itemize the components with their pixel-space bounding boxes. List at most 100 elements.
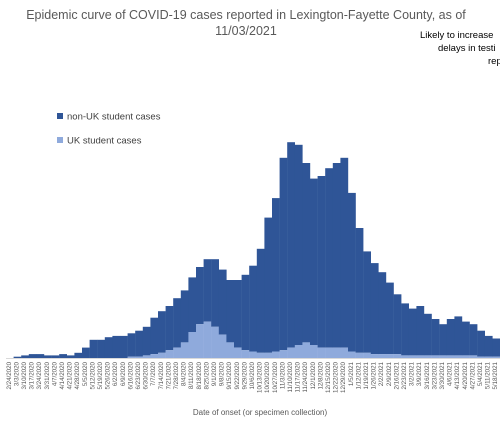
- bar-uk: [446, 355, 455, 358]
- bar-non-uk: [492, 338, 500, 357]
- x-tick-label: 3/30/2021: [439, 361, 446, 389]
- bar-uk: [332, 347, 341, 358]
- bar-uk: [431, 355, 440, 358]
- bar-uk: [439, 355, 447, 358]
- bar-uk: [378, 354, 387, 358]
- x-tick-label: 7/28/2020: [173, 361, 180, 389]
- x-tick-label: 12/29/2020: [340, 361, 347, 393]
- bar-non-uk: [287, 142, 295, 348]
- x-tick-label: 9/1/2020: [211, 361, 218, 386]
- x-tick-label: 12/15/2020: [325, 361, 332, 393]
- x-tick-label: 3/16/2021: [424, 361, 431, 389]
- legend-label-non-uk: non-UK student cases: [67, 112, 161, 123]
- bar-non-uk: [127, 333, 136, 357]
- x-tick-label: 2/24/2020: [6, 361, 13, 389]
- chart-title: Epidemic curve of COVID-19 cases reporte…: [26, 8, 466, 38]
- bar-non-uk: [104, 337, 113, 358]
- x-tick-label: 6/23/2020: [135, 361, 142, 389]
- bar-uk: [287, 347, 295, 358]
- annotation-line-1: Likely to increase: [420, 30, 493, 41]
- bar-non-uk: [150, 317, 159, 355]
- bar-uk: [226, 342, 235, 358]
- x-tick-label: 11/10/2020: [287, 361, 294, 392]
- bar-non-uk: [218, 269, 227, 335]
- bar-non-uk: [13, 356, 22, 358]
- bar-non-uk: [249, 265, 257, 352]
- x-tick-label: 6/9/2020: [120, 361, 127, 386]
- bar-uk: [279, 350, 288, 358]
- bar-uk: [211, 326, 219, 358]
- bar-uk: [142, 355, 151, 358]
- bar-uk: [256, 352, 265, 358]
- x-tick-label: 8/25/2020: [203, 361, 210, 389]
- bar-uk: [317, 347, 326, 358]
- bar-non-uk: [97, 339, 105, 358]
- annotation-line-3: rep: [488, 56, 500, 67]
- bar-non-uk: [446, 319, 455, 356]
- x-tick-label: 10/27/2020: [272, 361, 279, 393]
- x-tick-label: 4/27/2021: [469, 361, 476, 389]
- bar-non-uk: [348, 192, 356, 352]
- bar-uk: [401, 355, 409, 358]
- bar-non-uk: [332, 163, 341, 348]
- x-tick-label: 3/9/2021: [416, 361, 423, 386]
- bar-uk: [424, 355, 432, 358]
- x-tick-label: 1/5/2021: [348, 361, 355, 386]
- x-tick-label: 1/26/2021: [371, 361, 378, 389]
- bar-non-uk: [59, 354, 67, 358]
- x-tick-label: 4/21/2020: [67, 361, 74, 389]
- x-tick-label: 5/4/2021: [477, 361, 484, 386]
- bar-uk: [393, 354, 402, 358]
- x-tick-label: 12/1/2020: [310, 361, 317, 389]
- x-tick-label: 6/16/2020: [127, 361, 134, 389]
- chart-title-line-1: Epidemic curve of COVID-19 cases reporte…: [26, 8, 466, 22]
- legend-swatch-non-uk: [57, 113, 63, 119]
- x-tick-label: 1/19/2021: [363, 361, 370, 389]
- bar-non-uk: [36, 354, 45, 358]
- bar-uk: [462, 355, 470, 358]
- x-tick-label: 4/28/2020: [74, 361, 81, 389]
- bar-non-uk: [234, 280, 242, 348]
- bar-uk: [180, 342, 189, 358]
- bar-non-uk: [203, 259, 212, 322]
- x-tick-label: 3/2/2021: [409, 361, 416, 386]
- bar-non-uk: [454, 316, 463, 356]
- bar-non-uk: [173, 298, 181, 348]
- bar-non-uk: [158, 311, 166, 353]
- bar-non-uk: [142, 326, 151, 356]
- bar-non-uk: [363, 251, 371, 353]
- bar-non-uk: [469, 324, 478, 356]
- bar-uk: [188, 332, 197, 358]
- x-tick-label: 4/20/2021: [462, 361, 469, 389]
- bar-uk: [310, 345, 318, 358]
- x-tick-label: 1/12/2021: [355, 361, 362, 389]
- bar-non-uk: [120, 335, 128, 358]
- bar-non-uk: [462, 321, 470, 356]
- bar-uk: [249, 351, 257, 358]
- bar-uk: [173, 347, 181, 358]
- x-tick-label: 5/18/2021: [492, 361, 499, 389]
- bar-non-uk: [44, 355, 52, 358]
- bar-uk: [135, 356, 143, 358]
- bar-non-uk: [325, 168, 333, 348]
- bar-non-uk: [386, 282, 394, 355]
- x-tick-label: 12/8/2020: [317, 361, 324, 389]
- bar-uk: [340, 347, 349, 358]
- x-tick-label: 8/11/2020: [188, 361, 195, 389]
- bar-uk: [302, 342, 311, 358]
- annotation-note: Likely to increase delays in testi rep: [420, 30, 500, 67]
- x-tick-label: 9/29/2020: [241, 361, 248, 389]
- x-tick-labels: 2/24/2020 3/3/2020 3/10/2020 3/17/2020 3/24/…: [6, 361, 500, 393]
- bar-non-uk: [89, 339, 98, 358]
- bar-non-uk: [74, 352, 83, 358]
- bar-uk: [294, 345, 303, 358]
- bar-non-uk: [484, 335, 493, 357]
- bar-non-uk: [241, 274, 250, 351]
- bar-non-uk: [135, 330, 143, 357]
- bar-uk: [348, 351, 356, 358]
- legend-label-uk: UK student cases: [67, 136, 142, 147]
- bar-non-uk: [355, 228, 364, 353]
- bar-uk: [127, 356, 136, 358]
- bar-non-uk: [408, 308, 417, 356]
